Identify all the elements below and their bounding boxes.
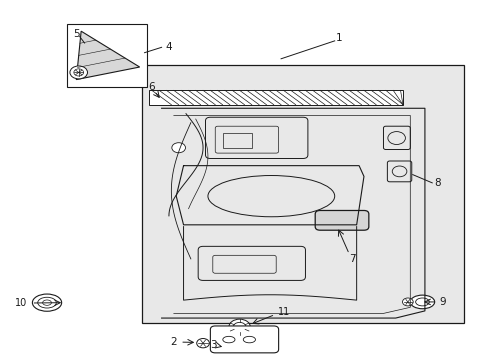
- Circle shape: [402, 298, 412, 306]
- Bar: [142, 65, 463, 323]
- Ellipse shape: [32, 294, 61, 311]
- Text: 7: 7: [349, 254, 355, 264]
- Text: 8: 8: [433, 178, 440, 188]
- Ellipse shape: [38, 297, 56, 308]
- Text: 2: 2: [170, 337, 177, 347]
- Text: 3: 3: [210, 340, 217, 350]
- Text: 4: 4: [165, 42, 172, 51]
- Ellipse shape: [42, 300, 51, 305]
- Text: 5: 5: [73, 30, 80, 39]
- Circle shape: [70, 66, 87, 79]
- Text: 9: 9: [439, 297, 446, 307]
- Text: 10: 10: [15, 298, 27, 309]
- Bar: [66, 24, 147, 87]
- Bar: [149, 90, 402, 105]
- Circle shape: [171, 143, 185, 153]
- Ellipse shape: [415, 298, 428, 306]
- Polygon shape: [76, 31, 140, 80]
- Circle shape: [228, 319, 250, 335]
- Text: 1: 1: [336, 33, 342, 43]
- Ellipse shape: [409, 295, 434, 309]
- Circle shape: [196, 338, 209, 348]
- Bar: [222, 134, 251, 148]
- FancyBboxPatch shape: [315, 211, 368, 230]
- Circle shape: [74, 69, 83, 76]
- FancyBboxPatch shape: [210, 326, 278, 353]
- Circle shape: [233, 322, 245, 332]
- Text: 11: 11: [278, 307, 290, 317]
- Text: 6: 6: [148, 82, 155, 93]
